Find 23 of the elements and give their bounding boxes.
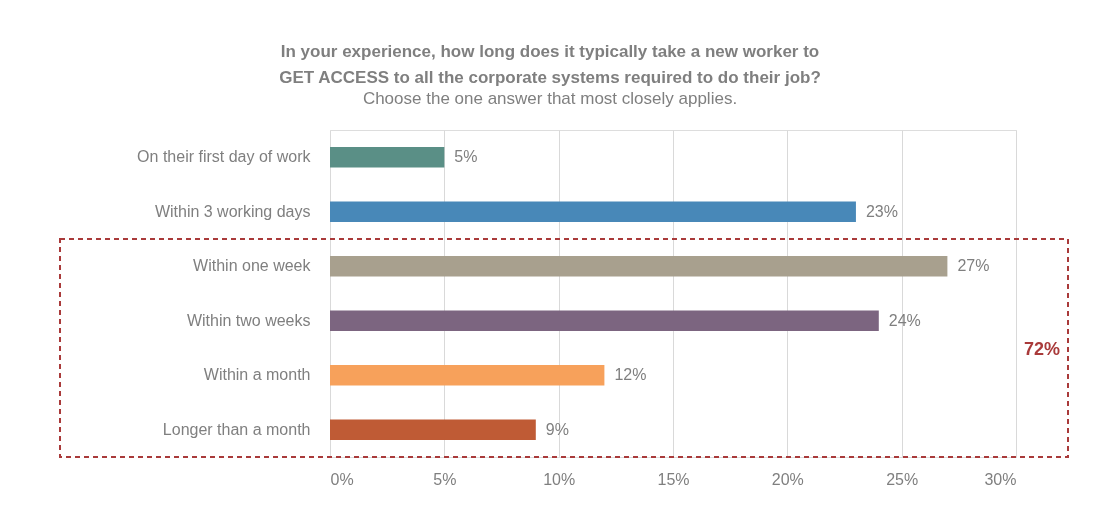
x-tick-label: 30% [984, 470, 1017, 488]
data-label: 12% [614, 366, 647, 384]
data-label: 27% [957, 257, 990, 275]
data-label: 9% [545, 420, 569, 438]
data-label: 5% [454, 148, 478, 166]
y-tick-label: Within 3 working days [154, 202, 311, 220]
y-tick-label: On their first day of work [137, 148, 312, 166]
x-tick-label: 25% [886, 470, 919, 488]
x-tick-label: 5% [433, 470, 457, 488]
text: 72% [1023, 339, 1060, 359]
y-tick-label: Within one week [193, 257, 312, 275]
x-tick-label: 10% [543, 470, 576, 488]
text: In your experience, how long does it typically take a new worker to [280, 42, 820, 61]
x-tick-label: 20% [771, 470, 804, 488]
x-tick-label: 0% [330, 470, 354, 488]
x-tick-label: 15% [657, 470, 690, 488]
text: GET ACCESS to all the corporate systems required to do their job? [279, 68, 821, 87]
y-tick-label: Within two weeks [186, 311, 311, 329]
y-tick-label: Longer than a month [162, 420, 311, 438]
data-label: 24% [888, 311, 921, 329]
data-label: 23% [865, 202, 898, 220]
y-tick-label: Within a month [203, 366, 311, 384]
chart-subtitle: Choose the one answer that most closely applies. [362, 89, 738, 108]
